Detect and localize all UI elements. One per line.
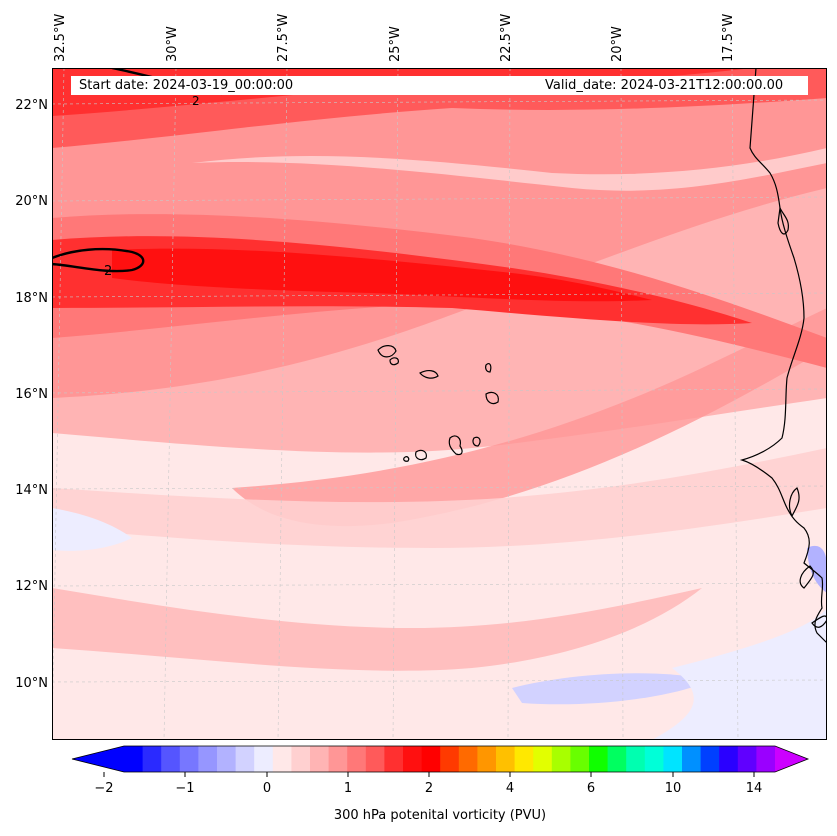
colorbar-segment — [421, 746, 441, 772]
colorbar-segment — [291, 746, 311, 772]
colorbar-segment — [310, 746, 330, 772]
colorbar-segment — [217, 746, 237, 772]
pv-band-lighter — [192, 148, 827, 191]
colorbar-segment — [365, 746, 385, 772]
colorbar-segment — [142, 746, 162, 772]
lon-label-20w: 20°W — [610, 26, 625, 62]
colorbar-segment — [533, 746, 553, 772]
pv-band-diag — [232, 308, 827, 527]
africa-coast-detail-3 — [799, 565, 814, 589]
lat-label-20n: 20°N — [15, 194, 48, 209]
colorbar-segment — [589, 746, 609, 772]
lon-label-22-5w: 22.5°W — [499, 13, 514, 62]
colorbar-segment — [682, 746, 702, 772]
colorbar-segment — [756, 746, 776, 772]
island-maio — [472, 436, 481, 447]
colorbar-extend-high — [775, 746, 808, 772]
island-sao-vicente — [389, 357, 399, 366]
colorbar-segment — [198, 746, 218, 772]
lat-label-10n: 10°N — [15, 676, 48, 691]
colorbar-segment — [440, 746, 460, 772]
colorbar-segment — [607, 746, 627, 772]
colorbar-segment — [514, 746, 534, 772]
island-brava — [403, 456, 410, 462]
pv-negative-patch-se — [652, 608, 827, 740]
colorbar-segment — [719, 746, 739, 772]
colorbar-tick-label: 4 — [505, 781, 515, 796]
pv-band-jet-max — [112, 248, 652, 302]
lon-label-32-5w: 32.5°W — [53, 13, 68, 62]
colorbar-tick-label: −1 — [175, 781, 195, 796]
colorbar-segment — [384, 746, 404, 772]
pv-band-south-pink — [52, 588, 702, 671]
africa-coast-detail-4 — [811, 615, 827, 628]
pv-negative-patch-south — [512, 673, 712, 705]
contour-label-north: 2 — [192, 94, 200, 108]
colorbar-segment — [737, 746, 757, 772]
colorbar-tick-label: 14 — [745, 781, 763, 796]
colorbar-segment — [626, 746, 646, 772]
colorbar-segment — [235, 746, 255, 772]
colorbar-segment — [458, 746, 478, 772]
lat-label-16n: 16°N — [15, 387, 48, 402]
pv-band-mid-light — [52, 448, 827, 548]
lat-label-14n: 14°N — [15, 483, 48, 498]
island-fogo — [415, 449, 427, 461]
colorbar-ticks — [103, 772, 755, 777]
colorbar-segment — [496, 746, 516, 772]
africa-coast-detail-2 — [788, 487, 800, 518]
start-date-text: Start date: 2024-03-19_00:00:00 — [79, 78, 294, 93]
colorbar-segment — [663, 746, 683, 772]
island-santiago — [448, 435, 463, 456]
colorbar-outline — [71, 745, 810, 773]
island-sal — [485, 362, 492, 373]
lat-label-18n: 18°N — [15, 291, 48, 306]
colorbar-label: 300 hPa potenital vorticity (PVU) — [333, 808, 547, 823]
colorbar-tick-label: 0 — [262, 781, 272, 796]
colorbar-tick-label: 2 — [424, 781, 434, 796]
island-sao-nicolau — [419, 370, 439, 379]
colorbar-tick-label: −2 — [94, 781, 114, 796]
pv-contour-map: 2 2 — [52, 68, 827, 740]
colorbar-segment — [477, 746, 497, 772]
colorbar-segment — [179, 746, 199, 772]
africa-coastline — [739, 68, 827, 644]
colorbar-segment — [403, 746, 423, 772]
colorbar-segment — [124, 746, 144, 772]
lat-label-22n: 22°N — [15, 98, 48, 113]
colorbar — [71, 745, 810, 773]
graticule — [52, 68, 827, 740]
colorbar-segment — [347, 746, 367, 772]
colorbar-segment — [700, 746, 720, 772]
date-info-box — [71, 76, 808, 95]
colorbar-tick-label: 10 — [664, 781, 682, 796]
valid-date-text: Valid_date: 2024-03-21T12:00:00.00 — [545, 78, 784, 93]
colorbar-segment — [570, 746, 590, 772]
colorbar-segment — [161, 746, 181, 772]
colorbar-segment — [644, 746, 664, 772]
pv-negative-patch-west — [52, 508, 132, 551]
lat-label-12n: 12°N — [15, 579, 48, 594]
colorbar-segment — [254, 746, 274, 772]
map-frame — [52, 68, 827, 740]
lon-label-25w: 25°W — [388, 26, 403, 62]
colorbar-extend-low — [72, 746, 124, 772]
island-santo-antao — [377, 345, 397, 358]
colorbar-segment — [272, 746, 292, 772]
contour-label-west: 2 — [104, 264, 112, 279]
pv-contour-2-west — [52, 247, 145, 273]
colorbar-segment — [328, 746, 348, 772]
island-boa-vista — [485, 391, 499, 405]
lon-label-27-5w: 27.5°W — [276, 13, 291, 62]
colorbar-tick-label: 6 — [586, 781, 596, 796]
colorbar-segment — [551, 746, 571, 772]
colorbar-tick-label: 1 — [343, 781, 353, 796]
lon-label-30w: 30°W — [165, 26, 180, 62]
lon-label-17-5w: 17.5°W — [721, 13, 736, 62]
africa-coast-detail-1 — [777, 205, 789, 235]
